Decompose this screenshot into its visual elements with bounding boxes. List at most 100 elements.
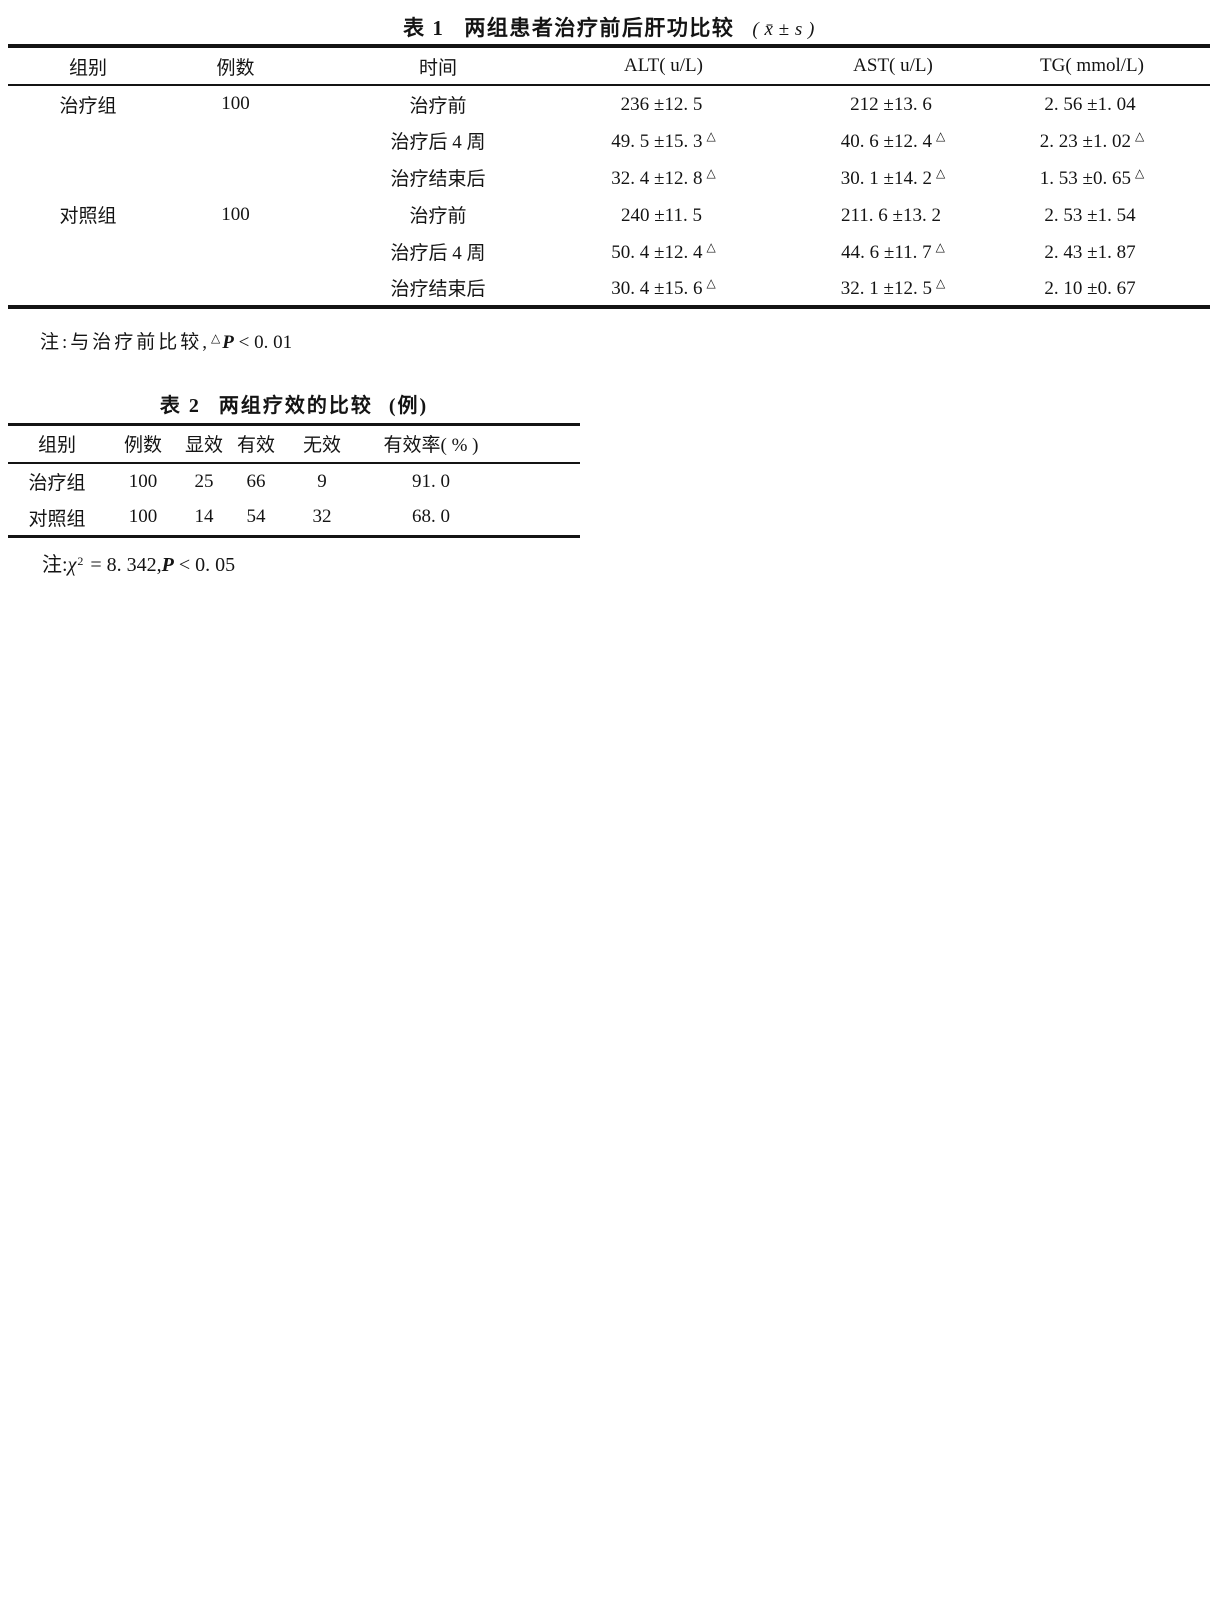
group-cell — [8, 233, 158, 270]
table2-header-effective: 有效 — [228, 424, 284, 464]
chi-exponent: 2 — [77, 554, 84, 568]
table1-caption: 表 1 两组患者治疗前后肝功比较 ( x̄ ± s ) — [8, 12, 1210, 42]
cases-cell: 100 — [221, 93, 250, 114]
cell-value: 2. 53 ±1. 54 — [1044, 204, 1136, 226]
table2-header-cases: 例数 — [106, 424, 180, 464]
table1-header-ast: AST( u/L) — [808, 46, 1018, 86]
table-row: 对照组 100 14 54 32 68. 0 — [8, 500, 580, 537]
cell-value: 211. 6 ±13. 2 — [841, 204, 941, 226]
ineffective-cell: 32 — [312, 506, 332, 528]
spacer-cell — [502, 463, 580, 500]
tg-cell: 2. 53 ±1. 54 — [1018, 196, 1210, 233]
significance-marker: △ — [1134, 128, 1145, 143]
significance-marker: △ — [211, 331, 221, 345]
table1-title-statistic-notation: ( x̄ ± s ) — [752, 19, 815, 40]
effective-cell: 54 — [246, 506, 266, 528]
time-cell: 治疗后 4 周 — [390, 243, 486, 264]
cell-value: 44. 6 ±11. 7 — [841, 241, 932, 263]
effective-cell: 66 — [246, 470, 266, 492]
tg-cell: 2. 56 ±1. 04 — [1018, 85, 1210, 122]
cell-value: 1. 53 ±0. 65 — [1039, 167, 1131, 189]
cell-value: 2. 56 ±1. 04 — [1044, 94, 1136, 115]
cases-cell: 100 — [128, 506, 158, 528]
cell-value: 2. 23 ±1. 02 — [1039, 130, 1131, 152]
cell-value: 32. 1 ±12. 5 — [840, 277, 932, 299]
group-cell: 对照组 — [59, 206, 117, 227]
group-cell: 治疗组 — [59, 95, 117, 117]
tg-cell: 2. 10 ±0. 67 — [1018, 270, 1210, 307]
table1-header-tg: TG( mmol/L) — [1018, 46, 1210, 86]
time-cell: 治疗前 — [409, 206, 467, 227]
cases-cell: 100 — [221, 203, 250, 225]
ast-cell: 212 ±13. 6 — [808, 85, 1018, 122]
table-row: 治疗结束后 32. 4 ±12. 8 △ 30. 1 ±14. 2 △ 1. 53 … — [8, 159, 1210, 196]
cell-value: 32. 4 ±12. 8 — [611, 167, 703, 189]
time-cell: 治疗结束后 — [390, 279, 486, 300]
group-cell: 对照组 — [28, 508, 86, 530]
spacer-cell — [502, 500, 580, 537]
table2-header-marked: 显效 — [180, 424, 228, 464]
time-cell: 治疗结束后 — [390, 169, 486, 190]
table1-footnote: 注:与治疗前比较,△ P < 0. 01 — [40, 327, 292, 354]
table1-header-row: 组别 例数 时间 ALT( u/L) AST( u/L) TG( mmol/L) — [8, 46, 1210, 86]
rate-cell: 91. 0 — [412, 470, 450, 492]
footnote-text: 注:与治疗前比较, — [40, 332, 211, 353]
alt-cell: 236 ±12. 5 — [543, 85, 808, 122]
significance-marker: △ — [706, 239, 716, 254]
ast-cell: 44. 6 ±11. 7 △ — [808, 233, 1018, 270]
table2-header-rate: 有效率( % ) — [360, 424, 502, 464]
table1-title-text: 两组患者治疗前后肝功比较 — [464, 16, 735, 40]
significance-marker: △ — [706, 275, 716, 290]
tg-cell: 2. 43 ±1. 87 — [1018, 233, 1210, 270]
chi-symbol: χ — [67, 554, 77, 576]
efficacy-table: 组别 例数 显效 有效 无效 有效率( % ) 治疗组 100 25 66 9 … — [8, 423, 580, 538]
significance-marker: △ — [935, 128, 946, 143]
table1-header-group: 组别 — [8, 46, 158, 86]
table2-footnote: 注:χ2 = 8. 342,P < 0. 05 — [42, 548, 235, 577]
cell-value: 212 ±13. 6 — [850, 94, 932, 115]
table1-header-cases: 例数 — [158, 46, 303, 86]
ineffective-cell: 9 — [317, 470, 327, 492]
tg-cell: 2. 23 ±1. 02 △ — [1018, 122, 1210, 159]
alt-cell: 49. 5 ±15. 3 △ — [543, 122, 808, 159]
time-cell: 治疗前 — [409, 95, 467, 117]
group-cell — [8, 270, 158, 307]
footnote-text: 注: — [42, 554, 68, 576]
table2-number: 表 2 — [159, 395, 201, 417]
table2-header-group: 组别 — [8, 424, 106, 464]
alt-cell: 50. 4 ±12. 4 △ — [543, 233, 808, 270]
significance-marker: △ — [935, 239, 945, 254]
liver-function-table: 组别 例数 时间 ALT( u/L) AST( u/L) TG( mmol/L)… — [8, 44, 1210, 309]
table2-title-text: 两组疗效的比较 — [218, 395, 373, 417]
cases-cell — [158, 270, 303, 307]
significance-marker: △ — [1134, 165, 1145, 180]
cell-value: 2. 43 ±1. 87 — [1044, 241, 1136, 263]
marked-cell: 25 — [194, 470, 214, 492]
cases-cell — [158, 122, 303, 159]
significance-marker: △ — [706, 128, 716, 143]
p-value: < 0. 05 — [173, 554, 236, 576]
cell-value: 2. 10 ±0. 67 — [1044, 277, 1136, 299]
significance-marker: △ — [935, 165, 946, 180]
significance-marker: △ — [935, 275, 946, 290]
cases-cell — [158, 159, 303, 196]
ast-cell: 211. 6 ±13. 2 — [808, 196, 1018, 233]
group-cell — [8, 159, 158, 196]
chi-value: = 8. 342, — [85, 554, 162, 576]
cell-value: 50. 4 ±12. 4 — [611, 241, 703, 263]
cell-value: 236 ±12. 5 — [620, 94, 703, 115]
table-row: 治疗后 4 周 49. 5 ±15. 3 △ 40. 6 ±12. 4 △ 2. 2… — [8, 122, 1210, 159]
table-row: 对照组 100 治疗前 240 ±11. 5 211. 6 ±13. 2 2. … — [8, 196, 1210, 233]
significance-marker: △ — [706, 165, 716, 180]
ast-cell: 32. 1 ±12. 5 △ — [808, 270, 1018, 307]
time-cell: 治疗后 4 周 — [390, 132, 486, 153]
table2-unit: (例) — [388, 395, 429, 417]
cases-cell — [158, 233, 303, 270]
alt-cell: 30. 4 ±15. 6 △ — [543, 270, 808, 307]
table-row: 治疗结束后 30. 4 ±15. 6 △ 32. 1 ±12. 5 △ 2. 10 … — [8, 270, 1210, 307]
ast-cell: 30. 1 ±14. 2 △ — [808, 159, 1018, 196]
cell-value: 40. 6 ±12. 4 — [840, 130, 932, 152]
cell-value: 49. 5 ±15. 3 — [611, 130, 703, 152]
alt-cell: 32. 4 ±12. 8 △ — [543, 159, 808, 196]
